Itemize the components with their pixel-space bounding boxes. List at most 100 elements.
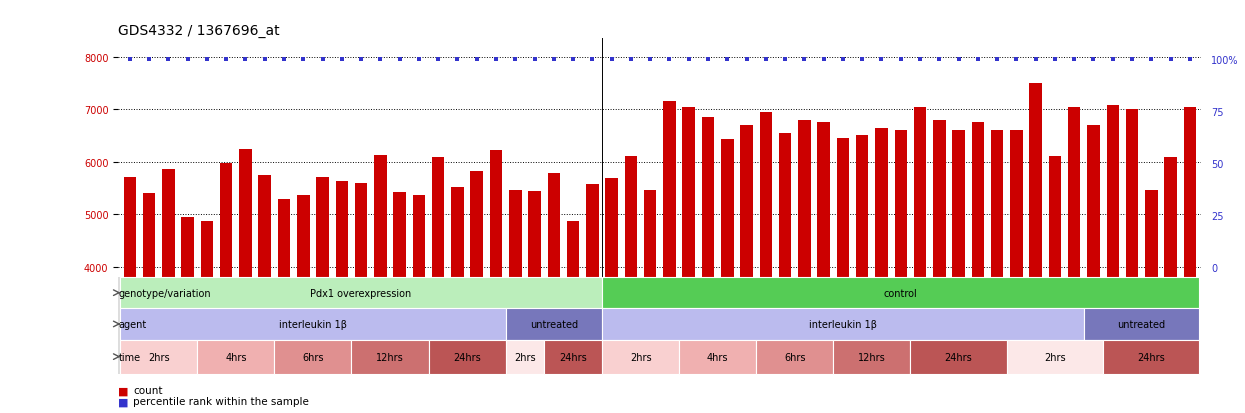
- Bar: [1107, 106, 1119, 413]
- FancyBboxPatch shape: [544, 340, 603, 374]
- Bar: [837, 139, 849, 413]
- FancyBboxPatch shape: [121, 278, 603, 309]
- Text: 2hrs: 2hrs: [1045, 352, 1066, 362]
- Bar: [857, 136, 869, 413]
- FancyBboxPatch shape: [351, 340, 428, 374]
- Text: ■: ■: [118, 396, 128, 406]
- Bar: [1164, 158, 1177, 413]
- FancyBboxPatch shape: [1007, 340, 1103, 374]
- Bar: [1030, 84, 1042, 413]
- Bar: [1068, 107, 1081, 413]
- Bar: [1010, 131, 1022, 413]
- Bar: [336, 182, 349, 413]
- Text: 4hrs: 4hrs: [707, 352, 728, 362]
- Text: 6hrs: 6hrs: [303, 352, 324, 362]
- Bar: [489, 150, 502, 413]
- Bar: [1184, 107, 1196, 413]
- Bar: [818, 123, 830, 413]
- Text: GDS4332 / 1367696_at: GDS4332 / 1367696_at: [118, 24, 280, 38]
- Bar: [971, 123, 984, 413]
- Text: 24hrs: 24hrs: [453, 352, 481, 362]
- Bar: [721, 140, 733, 413]
- FancyBboxPatch shape: [603, 309, 1084, 340]
- Bar: [586, 185, 599, 413]
- Bar: [605, 179, 618, 413]
- Bar: [759, 112, 772, 413]
- Bar: [298, 196, 310, 413]
- Bar: [933, 120, 945, 413]
- Bar: [143, 194, 156, 413]
- Bar: [779, 133, 792, 413]
- Text: untreated: untreated: [1118, 319, 1165, 329]
- Text: 24hrs: 24hrs: [1138, 352, 1165, 362]
- Text: 24hrs: 24hrs: [559, 352, 586, 362]
- FancyBboxPatch shape: [118, 278, 121, 309]
- FancyBboxPatch shape: [121, 340, 197, 374]
- Text: 2hrs: 2hrs: [148, 352, 169, 362]
- Text: 12hrs: 12hrs: [376, 352, 403, 362]
- Bar: [1087, 126, 1099, 413]
- Text: 2hrs: 2hrs: [514, 352, 535, 362]
- Bar: [451, 188, 463, 413]
- Bar: [278, 200, 290, 413]
- Bar: [528, 192, 540, 413]
- Bar: [1145, 191, 1158, 413]
- Bar: [509, 191, 522, 413]
- Bar: [316, 178, 329, 413]
- FancyBboxPatch shape: [505, 340, 544, 374]
- Bar: [375, 156, 387, 413]
- Text: 12hrs: 12hrs: [858, 352, 885, 362]
- Text: ■: ■: [118, 385, 128, 395]
- FancyBboxPatch shape: [118, 309, 121, 340]
- Bar: [259, 175, 271, 413]
- Bar: [162, 170, 174, 413]
- FancyBboxPatch shape: [1103, 340, 1199, 374]
- Bar: [952, 131, 965, 413]
- FancyBboxPatch shape: [679, 340, 756, 374]
- FancyBboxPatch shape: [833, 340, 910, 374]
- Bar: [1125, 110, 1138, 413]
- Bar: [182, 217, 194, 413]
- FancyBboxPatch shape: [910, 340, 1007, 374]
- Text: 4hrs: 4hrs: [225, 352, 247, 362]
- Text: 24hrs: 24hrs: [945, 352, 972, 362]
- FancyBboxPatch shape: [505, 309, 603, 340]
- Bar: [625, 157, 637, 413]
- Text: control: control: [884, 288, 918, 298]
- Bar: [432, 158, 444, 413]
- Bar: [644, 191, 656, 413]
- Bar: [548, 174, 560, 413]
- Bar: [471, 171, 483, 413]
- FancyBboxPatch shape: [197, 340, 274, 374]
- Text: Pdx1 overexpression: Pdx1 overexpression: [310, 288, 412, 298]
- Bar: [682, 107, 695, 413]
- Bar: [412, 195, 426, 413]
- Bar: [798, 120, 810, 413]
- Bar: [200, 221, 213, 413]
- Bar: [875, 128, 888, 413]
- Text: time: time: [118, 352, 141, 362]
- Bar: [894, 131, 908, 413]
- FancyBboxPatch shape: [274, 340, 351, 374]
- FancyBboxPatch shape: [121, 309, 505, 340]
- Text: 2hrs: 2hrs: [630, 352, 651, 362]
- Text: untreated: untreated: [530, 319, 578, 329]
- Text: agent: agent: [118, 319, 147, 329]
- Bar: [220, 163, 233, 413]
- FancyBboxPatch shape: [756, 340, 833, 374]
- FancyBboxPatch shape: [603, 340, 679, 374]
- Text: count: count: [133, 385, 163, 395]
- Bar: [566, 221, 579, 413]
- FancyBboxPatch shape: [603, 278, 1199, 309]
- Bar: [355, 184, 367, 413]
- Bar: [239, 149, 251, 413]
- Bar: [741, 126, 753, 413]
- Text: percentile rank within the sample: percentile rank within the sample: [133, 396, 309, 406]
- FancyBboxPatch shape: [1084, 309, 1199, 340]
- Text: genotype/variation: genotype/variation: [118, 288, 212, 298]
- Text: interleukin 1β: interleukin 1β: [279, 319, 347, 329]
- FancyBboxPatch shape: [428, 340, 505, 374]
- Text: 6hrs: 6hrs: [784, 352, 806, 362]
- Bar: [123, 178, 136, 413]
- Bar: [1048, 157, 1061, 413]
